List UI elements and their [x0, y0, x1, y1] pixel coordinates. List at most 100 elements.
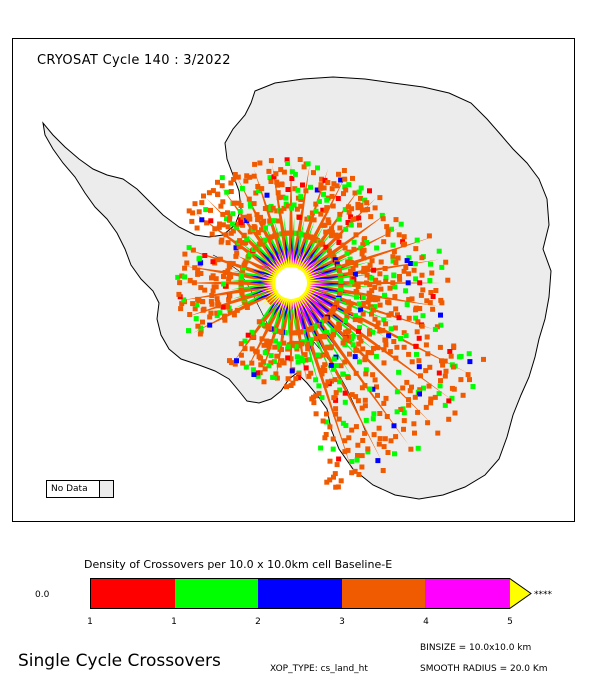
- density-cell: [340, 242, 346, 248]
- density-cell: [369, 288, 375, 294]
- density-cell: [304, 216, 310, 222]
- density-cell: [360, 346, 366, 352]
- legend-tick-label: 5: [507, 617, 513, 627]
- density-cell: [278, 329, 284, 335]
- density-cell: [373, 353, 379, 359]
- density-cell: [364, 272, 370, 278]
- density-cell: [201, 193, 206, 199]
- density-cell: [432, 326, 438, 332]
- density-cell: [251, 201, 257, 207]
- density-cell: [359, 464, 365, 470]
- density-cell: [362, 430, 368, 436]
- density-cell: [364, 240, 370, 245]
- density-cell: [387, 349, 393, 355]
- legend-swatch: [258, 579, 342, 608]
- density-cell: [237, 208, 243, 214]
- density-cell: [442, 358, 448, 364]
- density-cell: [323, 419, 329, 425]
- legend-tick-label: 1: [87, 617, 93, 627]
- density-cell: [387, 285, 393, 291]
- density-cell: [411, 267, 417, 273]
- density-cell: [363, 367, 369, 373]
- density-cell: [423, 342, 429, 348]
- density-cell: [210, 288, 216, 294]
- density-cell: [311, 400, 317, 406]
- density-cell: [439, 264, 445, 270]
- density-cell: [246, 196, 252, 202]
- density-cell: [256, 354, 262, 360]
- density-cell: [209, 293, 215, 298]
- density-cell: [244, 303, 250, 309]
- density-cell: [225, 210, 230, 216]
- density-cell: [303, 357, 309, 363]
- density-cell: [314, 187, 320, 193]
- density-cell: [207, 322, 213, 328]
- density-cell: [349, 206, 355, 212]
- density-cell: [377, 328, 383, 334]
- density-cell: [313, 377, 319, 383]
- density-cell: [195, 323, 201, 329]
- density-cell: [257, 160, 263, 166]
- density-cell: [352, 468, 358, 474]
- density-cell: [198, 285, 204, 291]
- density-cell: [271, 359, 277, 365]
- density-cell: [348, 214, 354, 220]
- density-cell: [336, 416, 342, 422]
- density-cell: [234, 307, 240, 313]
- density-cell: [383, 337, 389, 343]
- density-cell: [338, 177, 344, 183]
- density-cell: [324, 197, 330, 203]
- density-cell: [241, 233, 247, 239]
- density-cell: [377, 436, 383, 442]
- no-data-swatch: [100, 481, 113, 497]
- legend-tick-label: 1: [171, 617, 177, 627]
- density-cell: [270, 374, 276, 380]
- density-cell: [370, 307, 376, 313]
- density-cell: [412, 394, 418, 400]
- density-cell: [220, 304, 226, 310]
- density-cell: [332, 257, 338, 263]
- density-cell: [350, 342, 356, 348]
- density-cell: [412, 430, 417, 436]
- density-cell: [358, 185, 364, 191]
- density-cell: [215, 179, 220, 185]
- density-cell: [401, 234, 407, 240]
- density-cell: [330, 203, 336, 209]
- density-cell: [433, 288, 439, 293]
- overflow-arrow-icon: [509, 578, 532, 609]
- density-cell: [308, 216, 314, 222]
- density-cell: [352, 317, 358, 323]
- density-cell: [291, 202, 297, 208]
- legend-tick-label: 2: [255, 617, 261, 627]
- density-cell: [329, 226, 335, 232]
- legend-tick-label: 3: [339, 617, 345, 627]
- density-cell: [316, 383, 322, 389]
- density-cell: [250, 367, 256, 373]
- density-cell: [439, 358, 444, 364]
- density-cell: [285, 344, 291, 350]
- density-cell: [406, 315, 412, 321]
- density-cell: [325, 217, 331, 223]
- density-cell: [238, 203, 244, 208]
- density-cell: [177, 280, 183, 286]
- density-cell: [293, 341, 299, 346]
- density-cell: [214, 296, 220, 302]
- density-cell: [319, 395, 325, 401]
- density-cell: [285, 187, 291, 192]
- density-cell: [333, 397, 339, 403]
- density-cell: [420, 287, 426, 293]
- density-cell: [309, 235, 315, 241]
- density-cell: [394, 344, 400, 350]
- density-cell: [384, 224, 390, 230]
- density-cell: [375, 345, 381, 351]
- density-cell: [377, 302, 383, 308]
- density-cell: [294, 354, 300, 360]
- density-cell: [330, 436, 336, 442]
- density-cell: [222, 313, 227, 319]
- density-cell: [186, 245, 192, 251]
- density-cell: [292, 171, 298, 177]
- density-cell: [236, 243, 242, 249]
- density-cell: [268, 158, 274, 164]
- density-cell: [261, 218, 267, 224]
- density-cell: [239, 289, 245, 295]
